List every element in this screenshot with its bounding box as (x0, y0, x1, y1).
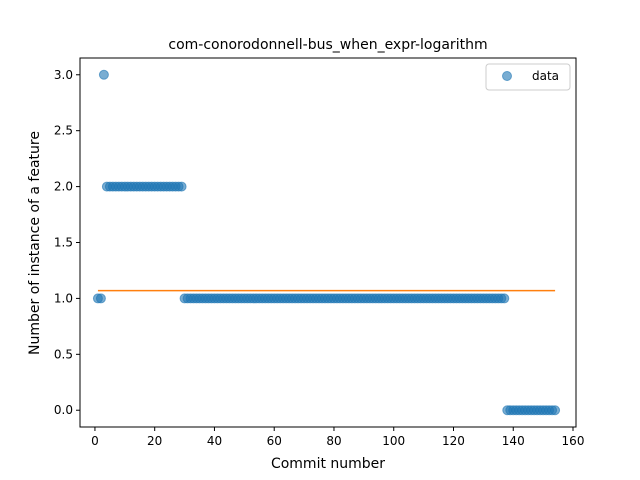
y-axis-label: Number of instance of a feature (27, 131, 43, 355)
x-axis-label: Commit number (271, 456, 385, 472)
data-points (92, 69, 561, 416)
plot-area (80, 58, 576, 427)
x-tick-label: 60 (267, 434, 282, 448)
x-tick-label: 100 (382, 434, 405, 448)
chart-title: com-conorodonnell-bus_when_expr-logarith… (168, 37, 487, 53)
data-point (550, 405, 561, 416)
x-tick-label: 120 (442, 434, 465, 448)
legend-marker (502, 71, 512, 81)
x-tick-label: 0 (91, 434, 99, 448)
data-point (499, 293, 510, 304)
x-axis-ticks: 0 20 40 60 80 100 120 140 160 (91, 427, 584, 448)
y-tick-label: 1.0 (54, 291, 73, 305)
legend-box (485, 63, 571, 91)
legend-label-data: data (532, 69, 559, 83)
y-tick-label: 1.5 (54, 236, 73, 250)
data-point (95, 293, 106, 304)
data-point (98, 69, 109, 80)
x-tick-label: 80 (326, 434, 341, 448)
y-tick-label: 3.0 (54, 68, 73, 82)
y-tick-label: 0.0 (54, 403, 73, 417)
data-point (176, 181, 187, 192)
x-tick-label: 140 (502, 434, 525, 448)
x-tick-label: 40 (207, 434, 222, 448)
legend: data (485, 63, 571, 91)
y-tick-label: 2.5 (54, 124, 73, 138)
y-tick-label: 2.0 (54, 180, 73, 194)
y-axis-ticks: 0.0 0.5 1.0 1.5 2.0 2.5 3.0 (54, 68, 80, 417)
x-tick-label: 160 (562, 434, 585, 448)
y-tick-label: 0.5 (54, 347, 73, 361)
x-tick-label: 20 (147, 434, 162, 448)
